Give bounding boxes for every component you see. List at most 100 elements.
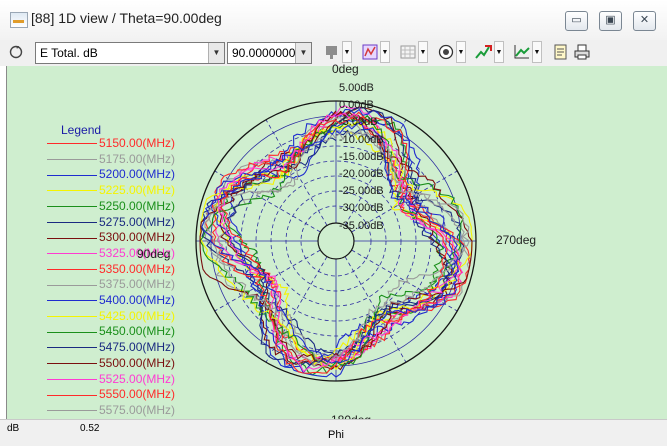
chevron-down-icon: ▼ — [208, 43, 224, 63]
legend-swatch — [47, 253, 97, 255]
scale-icon[interactable] — [360, 41, 380, 63]
legend-swatch — [47, 331, 97, 333]
copy-icon[interactable] — [551, 41, 571, 63]
legend-swatch — [47, 316, 97, 318]
minimize-button[interactable]: ▭ — [565, 11, 588, 31]
trace-line — [199, 110, 473, 362]
angle-label-top: 0deg — [332, 62, 359, 76]
trace-line — [219, 106, 453, 371]
marker-dropdown[interactable]: ▼ — [342, 41, 352, 63]
polar-ring — [255, 160, 417, 322]
legend-item: 5475.00(MHz) — [47, 340, 175, 354]
legend-label: 5450.00(MHz) — [99, 324, 176, 339]
peak-marker-icon[interactable] — [474, 41, 494, 63]
legend-swatch — [47, 143, 97, 145]
legend-label: 5400.00(MHz) — [99, 293, 176, 307]
legend-item: 5425.00(MHz) — [47, 309, 175, 323]
marker-icon[interactable] — [322, 41, 342, 63]
trace-line — [201, 121, 460, 364]
legend-item: 5250.00(MHz) — [47, 199, 175, 213]
ring-label: -20.00dB — [339, 168, 384, 180]
status-axis: Phi — [328, 429, 344, 441]
ring-label: 0.00dB — [339, 99, 374, 112]
legend-item: 5300.00(MHz) — [47, 230, 175, 244]
polar-ring — [285, 190, 387, 292]
print-icon[interactable] — [572, 41, 592, 63]
legend-label: 5200.00(MHz) — [99, 167, 176, 182]
refresh-icon[interactable] — [6, 41, 26, 63]
legend-swatch — [47, 268, 97, 270]
quantity-select-value: E Total. dB — [40, 46, 98, 60]
trace-line — [214, 125, 463, 362]
legend-item: 5175.00(MHz) — [47, 152, 175, 166]
legend-label: 5225.00(MHz) — [99, 183, 176, 198]
legend-title: Legend — [61, 123, 102, 137]
legend-label: 5275.00(MHz) — [99, 214, 176, 229]
theta-select-value: 90.0000000 — [232, 46, 296, 60]
legend-label: 5475.00(MHz) — [99, 340, 176, 355]
angle-label-left: 90deg — [137, 247, 171, 261]
legend-item: 5275.00(MHz) — [47, 215, 175, 229]
grid-dropdown[interactable]: ▼ — [418, 41, 428, 63]
ring-label: 5.00dB — [339, 82, 374, 94]
legend-item: 5325.00(MHz) — [47, 246, 175, 260]
ring-label: -25.00dB — [339, 185, 384, 198]
scale-dropdown[interactable]: ▼ — [380, 41, 390, 63]
legend-label: 5150.00(MHz) — [99, 136, 176, 150]
grid-icon[interactable] — [398, 41, 418, 63]
maximize-button[interactable]: ▣ — [599, 11, 622, 31]
legend-item: 5350.00(MHz) — [47, 262, 175, 276]
trace-icon[interactable] — [512, 41, 532, 63]
legend-label: 5350.00(MHz) — [99, 261, 176, 276]
quantity-select[interactable]: E Total. dB ▼ — [35, 42, 225, 64]
polar-view-icon[interactable] — [436, 41, 456, 63]
legend-item: 5450.00(MHz) — [47, 324, 175, 338]
legend-item: 5225.00(MHz) — [47, 183, 175, 197]
legend-label: 5375.00(MHz) — [99, 277, 176, 292]
legend-item: 5200.00(MHz) — [47, 167, 175, 181]
toolbar: E Total. dB ▼ 90.0000000 ▼ ▼ ▼ ▼ ▼ ▼ ▼ — [0, 40, 667, 66]
close-button[interactable]: ✕ — [633, 11, 656, 31]
legend-swatch — [47, 394, 97, 396]
polar-chart — [195, 100, 477, 382]
legend-item: 5500.00(MHz) — [47, 356, 175, 370]
legend-swatch — [47, 347, 97, 349]
title-bar: [88] 1D view / Theta=90.00deg ▭ ▣ ✕ — [0, 0, 667, 40]
polar-spoke — [265, 119, 328, 226]
status-bar: dB 0.52 Phi — [0, 419, 667, 446]
ring-label: -35.00dB — [339, 219, 384, 232]
ring-label: -10.00dB — [339, 133, 384, 146]
legend-label: 5425.00(MHz) — [99, 308, 176, 323]
legend-label: 5325.00(MHz) — [99, 245, 176, 260]
trace-line — [210, 108, 458, 378]
trace-line — [217, 112, 462, 373]
angle-label-right: 270deg — [496, 233, 537, 247]
legend-label: 5575.00(MHz) — [99, 402, 176, 417]
legend-item: 5400.00(MHz) — [47, 293, 175, 307]
legend-swatch — [47, 284, 97, 286]
ring-label: -15.00dB — [339, 150, 384, 163]
legend-swatch — [47, 378, 97, 380]
polar-ring — [270, 175, 402, 307]
legend-swatch — [47, 159, 97, 161]
legend-label: 5300.00(MHz) — [99, 230, 176, 245]
legend-swatch — [47, 221, 97, 223]
plot-area[interactable]: Legend 5150.00(MHz) 5175.00(MHz) 5200.00(M… — [6, 62, 667, 433]
trace-line — [214, 117, 466, 368]
polar-view-dropdown[interactable]: ▼ — [456, 41, 466, 63]
polar-center — [317, 222, 355, 260]
ring-label: -30.00dB — [339, 202, 384, 215]
legend-label: 5175.00(MHz) — [99, 151, 176, 166]
legend-label: 5525.00(MHz) — [99, 371, 176, 386]
legend-item: 5150.00(MHz) — [47, 136, 175, 150]
polar-ring — [195, 100, 477, 382]
window-title: [88] 1D view / Theta=90.00deg — [31, 10, 222, 26]
status-value: 0.52 — [80, 423, 100, 434]
peak-marker-dropdown[interactable]: ▼ — [494, 41, 504, 63]
legend-item: 5550.00(MHz) — [47, 387, 175, 401]
legend-swatch — [47, 410, 97, 412]
theta-select[interactable]: 90.0000000 ▼ — [227, 42, 312, 64]
legend-swatch — [47, 237, 97, 239]
trace-dropdown[interactable]: ▼ — [532, 41, 542, 63]
